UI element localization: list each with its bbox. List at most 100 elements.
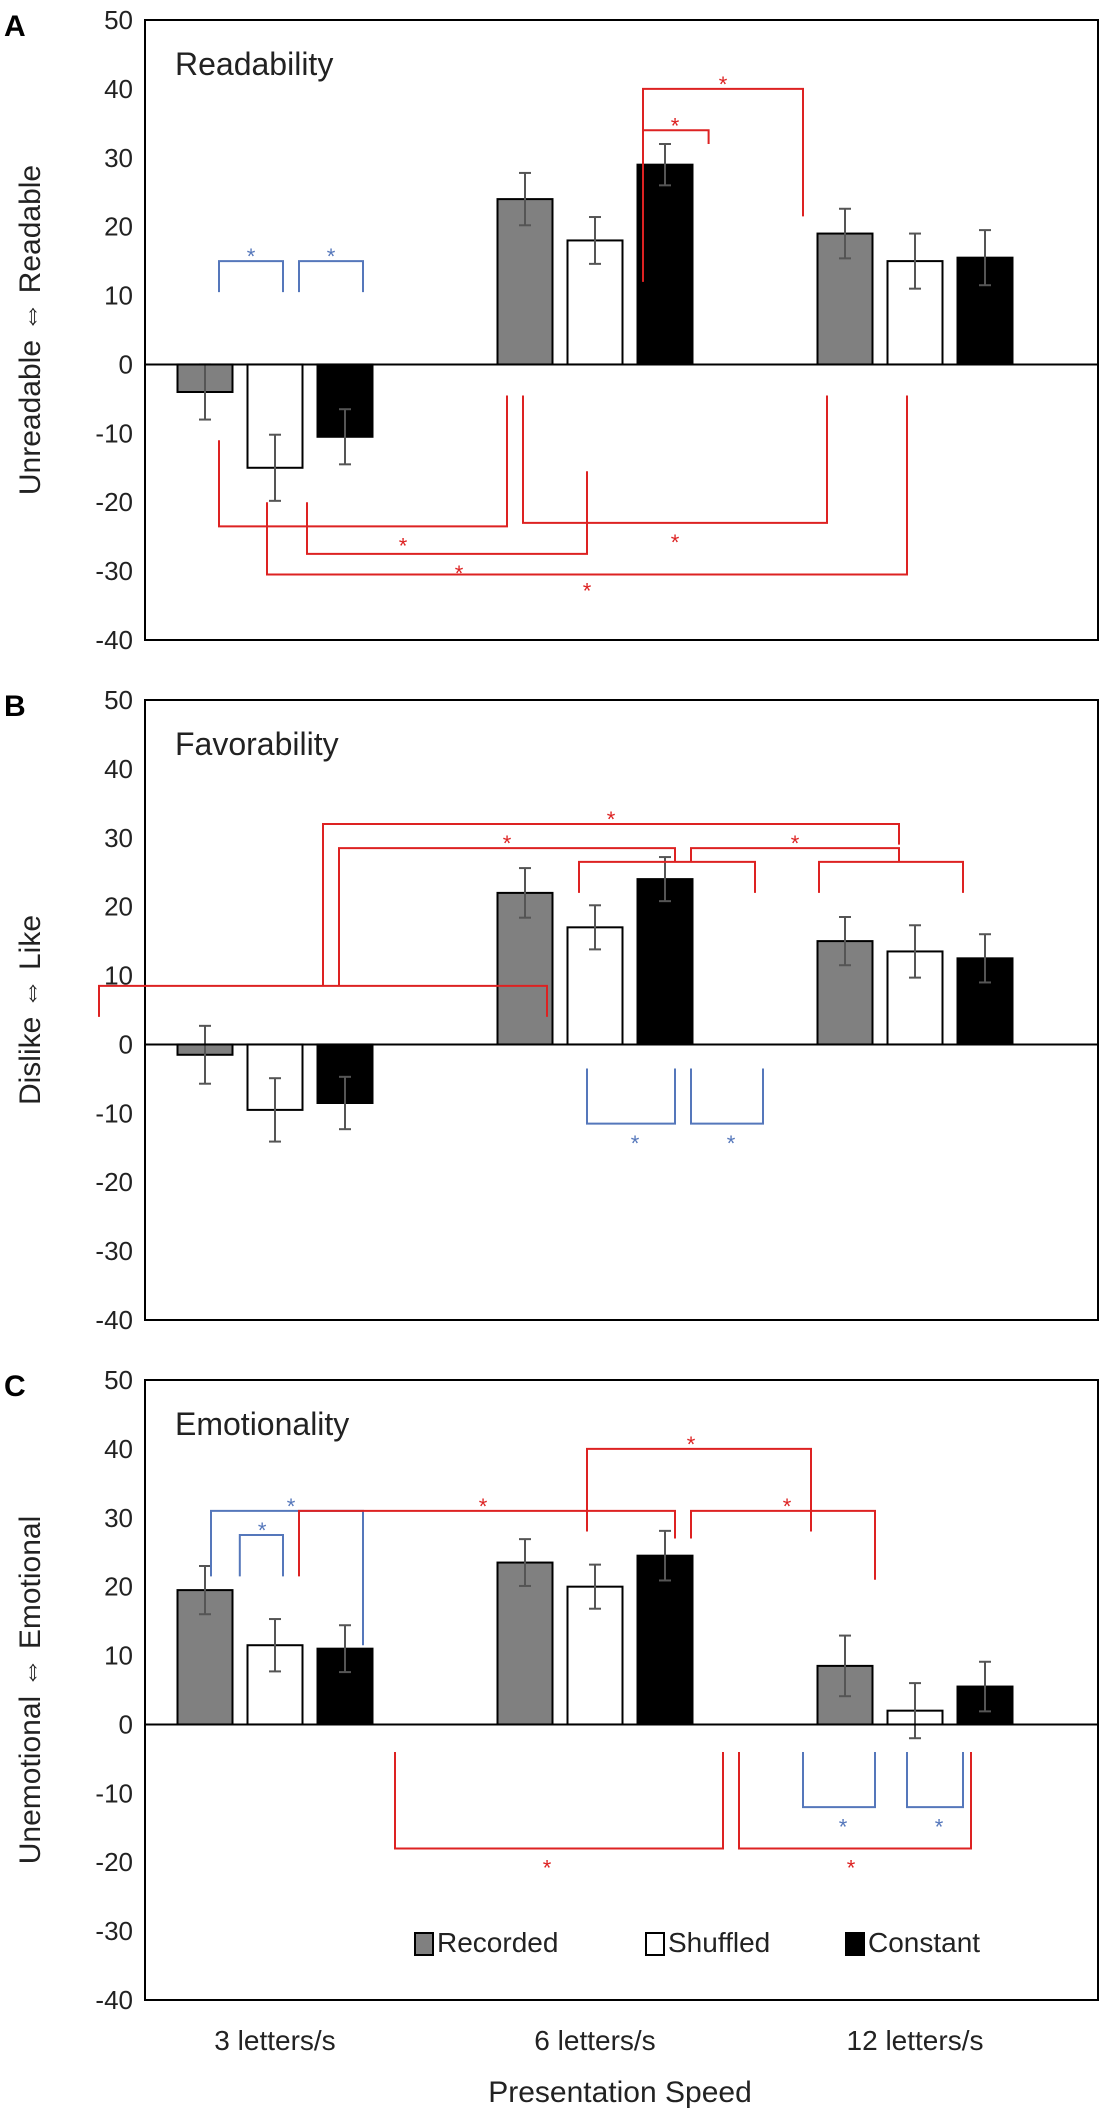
y-tick-label: -30 (95, 1236, 133, 1266)
x-axis-title: Presentation Speed (488, 2076, 752, 2109)
significance-star: * (935, 1814, 944, 1839)
significance-star: * (287, 1494, 296, 1519)
y-tick-label: -40 (95, 1985, 133, 2015)
significance-bracket (298, 260, 364, 293)
chart-panel-A: 50 40 30 20 10 0 -10 -20 -30 -40 Unreadable ⇔ Read… (4, 5, 1099, 655)
legend-label: Shuffled (668, 1927, 770, 1958)
y-tick-label: -40 (95, 625, 133, 655)
significance-bracket (690, 847, 900, 862)
significance-star: * (583, 578, 592, 603)
y-tick-label: 50 (104, 685, 133, 715)
significance-bracket (306, 471, 588, 555)
significance-star: * (503, 831, 512, 856)
y-tick-label: 30 (104, 1503, 133, 1533)
y-tick-label: 40 (104, 74, 133, 104)
significance-bracket (522, 395, 828, 524)
y-tick-label: -20 (95, 1167, 133, 1197)
legend-label: Constant (868, 1927, 980, 1958)
y-tick-label: 20 (104, 212, 133, 242)
significance-bracket (738, 1752, 972, 1850)
significance-bracket (394, 1752, 724, 1850)
x-tick-label: 6 letters/s (534, 2025, 655, 2056)
y-tick-label: 40 (104, 1434, 133, 1464)
bar-constant (636, 163, 694, 366)
panel-title: Emotionality (175, 1406, 349, 1442)
x-tick-label: 3 letters/s (214, 2025, 335, 2056)
significance-bracket (802, 1752, 876, 1809)
bar-shuffled (246, 1644, 304, 1726)
significance-bracket (298, 1509, 676, 1577)
significance-bracket (578, 860, 756, 893)
significance-star: * (479, 1494, 488, 1519)
legend-label: Recorded (437, 1927, 558, 1958)
significance-bracket (266, 395, 908, 576)
y-tick-label: 20 (104, 892, 133, 922)
significance-star: * (607, 807, 616, 832)
y-tick-label: 20 (104, 1572, 133, 1602)
plot-frame (144, 699, 1099, 1321)
significance-star: * (543, 1856, 552, 1881)
y-tick-label: 50 (104, 1365, 133, 1395)
significance-star: * (631, 1131, 640, 1156)
y-tick-label: -10 (95, 1778, 133, 1808)
x-tick-label: 12 letters/s (847, 2025, 984, 2056)
bar-constant (636, 878, 694, 1046)
significance-star: * (687, 1432, 696, 1457)
panel-label: C (4, 1370, 26, 1403)
significance-star: * (847, 1856, 856, 1881)
plot-frame (144, 19, 1099, 641)
significance-bracket (690, 1509, 876, 1580)
significance-star: * (327, 244, 336, 269)
y-tick-label: 50 (104, 5, 133, 35)
significance-star: * (783, 1494, 792, 1519)
significance-bracket (238, 1534, 284, 1577)
y-tick-label: -40 (95, 1305, 133, 1335)
significance-star: * (791, 831, 800, 856)
significance-bracket (586, 1447, 812, 1532)
y-tick-label: -30 (95, 556, 133, 586)
significance-bracket (98, 984, 548, 1017)
significance-bracket (690, 1068, 764, 1125)
significance-bracket (218, 260, 284, 293)
y-tick-label: 10 (104, 1641, 133, 1671)
plot-frame (144, 1379, 1099, 2001)
significance-bracket (210, 1509, 364, 1646)
y-tick-label: -20 (95, 1847, 133, 1877)
legend-swatch (845, 1932, 865, 1956)
y-tick-label: 0 (119, 1029, 133, 1059)
y-tick-label: -30 (95, 1916, 133, 1946)
y-axis-title: Dislike ⇔ Like (14, 915, 47, 1105)
significance-bracket (586, 1068, 676, 1125)
bar-recorded (496, 1561, 554, 1726)
significance-star: * (671, 113, 680, 138)
significance-star: * (247, 244, 256, 269)
significance-star: * (727, 1131, 736, 1156)
y-tick-label: 30 (104, 823, 133, 853)
y-tick-label: -10 (95, 1098, 133, 1128)
significance-bracket (642, 129, 710, 282)
significance-bracket (818, 860, 964, 893)
y-tick-label: 0 (119, 349, 133, 379)
significance-star: * (671, 530, 680, 555)
panel-label: B (4, 690, 26, 723)
significance-bracket (322, 823, 900, 986)
panel-title: Favorability (175, 726, 339, 762)
y-tick-label: 10 (104, 281, 133, 311)
y-axis-title: Unemotional ⇔ Emotional (14, 1516, 47, 1865)
significance-bracket (338, 847, 676, 986)
significance-star: * (399, 534, 408, 559)
bar-constant (636, 1554, 694, 1726)
y-tick-label: -10 (95, 418, 133, 448)
panel-label: A (4, 10, 26, 43)
legend-swatch (414, 1932, 434, 1956)
significance-star: * (719, 72, 728, 97)
y-tick-label: 40 (104, 754, 133, 784)
y-tick-label: 30 (104, 143, 133, 173)
y-tick-label: -20 (95, 487, 133, 517)
significance-bracket (906, 1752, 964, 1809)
panel-title: Readability (175, 46, 333, 82)
significance-bracket (218, 395, 508, 528)
significance-star: * (258, 1518, 267, 1543)
